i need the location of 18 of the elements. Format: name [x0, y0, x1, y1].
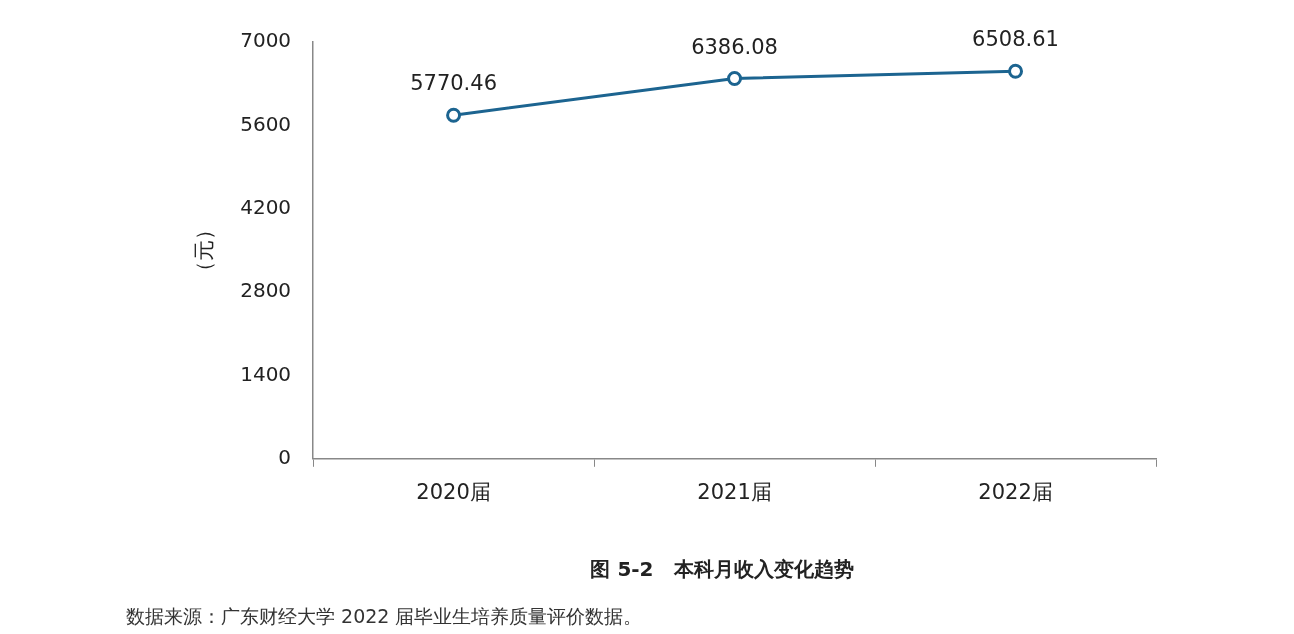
y-tick-label: 2800 [240, 278, 292, 303]
y-tick-label: 1400 [240, 361, 292, 386]
y-tick-label: 5600 [240, 111, 292, 136]
point [446, 107, 462, 123]
x-tick-label: 2022届 [978, 479, 1053, 504]
y-tick-label: 4200 [240, 194, 292, 219]
data-label: 5770.46 [410, 71, 497, 96]
data-label: 6386.08 [691, 34, 778, 59]
y-tick-label: 7000 [240, 28, 292, 53]
y-axis-title: （元） [192, 218, 217, 282]
y-tick-label: 0 [278, 445, 292, 469]
source-note: 数据来源：广东财经大学 2022 届毕业生培养质量评价数据。 [126, 604, 643, 629]
x-tick-label: 2021届 [697, 479, 772, 504]
x-tick-label: 2020届 [416, 479, 491, 504]
data-label: 6508.61 [972, 27, 1059, 52]
text: 图 5-2 本科月收入变化趋势 [589, 556, 855, 583]
point [727, 71, 743, 87]
point [1008, 63, 1024, 79]
